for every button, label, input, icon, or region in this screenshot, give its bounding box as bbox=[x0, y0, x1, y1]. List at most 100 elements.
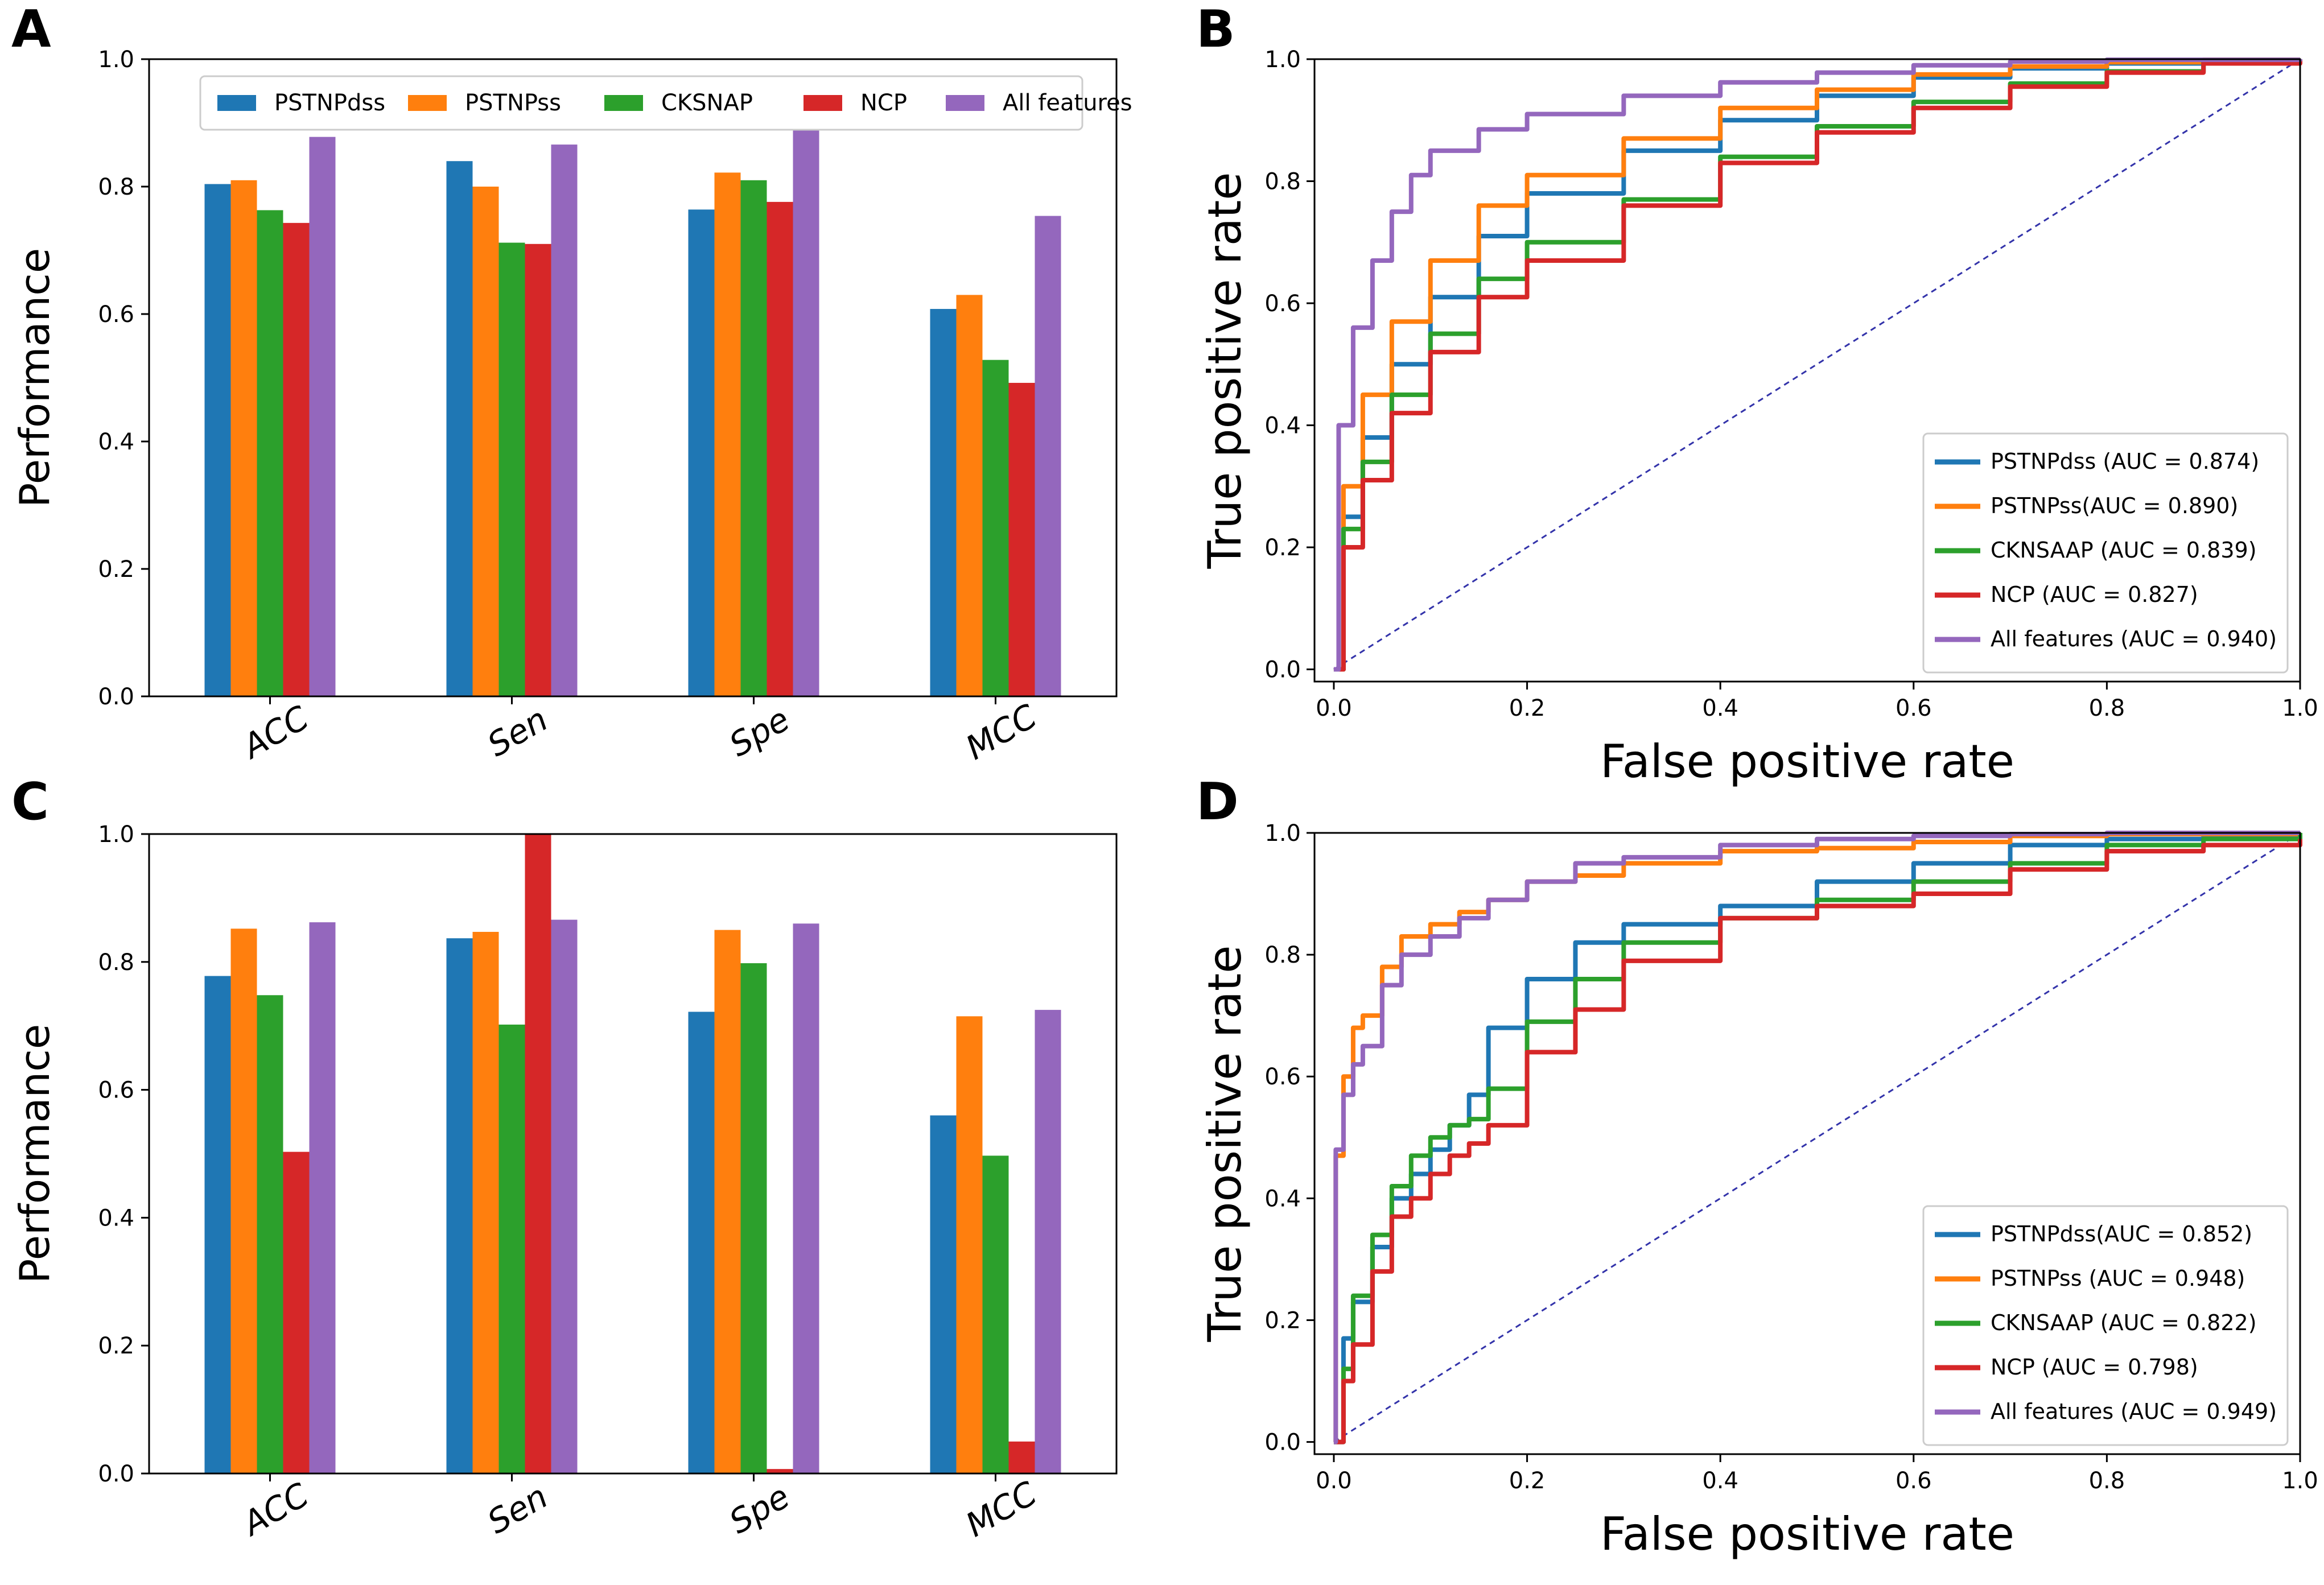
panel-letter: C bbox=[11, 772, 49, 832]
legend-label: PSTNPss(AUC = 0.890) bbox=[1991, 493, 2238, 518]
bar-ncp-mcc bbox=[1008, 382, 1035, 696]
plot-frame bbox=[1313, 832, 2301, 1455]
y-axis-label: Performance bbox=[11, 248, 59, 507]
legend-label: PSTNPdss bbox=[274, 90, 385, 116]
bar-all-features-mcc bbox=[1035, 1010, 1061, 1473]
x-tick-label: 0.4 bbox=[1702, 1468, 1738, 1494]
category-label: Sen bbox=[481, 1477, 554, 1542]
legend-swatch bbox=[604, 95, 643, 111]
bar-pstnpdss-sen bbox=[446, 161, 473, 696]
bar-ncp-mcc bbox=[1008, 1441, 1035, 1473]
x-tick-label: 1.0 bbox=[2282, 695, 2318, 721]
y-tick-label: 0.2 bbox=[1264, 1307, 1301, 1334]
panel-letter: B bbox=[1196, 0, 1235, 59]
legend-label: NCP (AUC = 0.827) bbox=[1991, 582, 2198, 607]
legend-label: All features (AUC = 0.940) bbox=[1991, 626, 2277, 651]
roc-chart-B: B 0.0 0.2 0.4 0.6 0.8 1.0 0.0 0.2 0.4 0.6 0.8 1.0 Fal… bbox=[1196, 0, 2318, 788]
panel-letter: A bbox=[11, 0, 51, 59]
y-tick-label: 0.8 bbox=[98, 950, 134, 976]
category-label: Sen bbox=[481, 700, 554, 765]
legend-label: All features (AUC = 0.949) bbox=[1991, 1399, 2277, 1424]
legend-swatch bbox=[803, 95, 842, 111]
legend-box bbox=[1922, 432, 2289, 674]
category-label: ACC bbox=[234, 1475, 315, 1544]
legend-label: NCP (AUC = 0.798) bbox=[1991, 1355, 2198, 1380]
bar-cksnap-spe bbox=[740, 963, 767, 1473]
y-tick-label: 0.2 bbox=[98, 556, 134, 583]
bar-all-features-sen bbox=[551, 145, 578, 696]
bar-all-features-spe bbox=[793, 923, 819, 1473]
x-tick-label: 0.0 bbox=[1316, 695, 1352, 721]
bar-all-features-mcc bbox=[1035, 216, 1061, 696]
x-tick-label: 0.0 bbox=[1316, 1468, 1352, 1494]
y-tick-label: 0.4 bbox=[98, 1205, 134, 1231]
bar-chart-C: C 0.0 0.2 0.4 0.6 0.8 1.0 ACC Sen Spe MCC Performan… bbox=[11, 772, 1118, 1545]
legend-label: CKNSAAP (AUC = 0.839) bbox=[1991, 538, 2257, 563]
y-tick-label: 0.0 bbox=[1264, 657, 1301, 683]
y-tick-label: 1.0 bbox=[98, 822, 134, 848]
bar-pstnpss-acc bbox=[230, 180, 257, 696]
y-tick-label: 0.8 bbox=[1264, 942, 1301, 968]
legend-swatch bbox=[217, 95, 256, 111]
y-tick-label: 0.6 bbox=[98, 302, 134, 328]
y-tick-label: 0.0 bbox=[1264, 1430, 1301, 1456]
y-tick-label: 0.4 bbox=[1264, 413, 1301, 439]
y-tick-label: 0.4 bbox=[1264, 1186, 1301, 1212]
bar-cksnap-spe bbox=[740, 180, 767, 696]
legend: PSTNPdss(AUC = 0.852) PSTNPss (AUC = 0.94… bbox=[1922, 1205, 2289, 1446]
bar-pstnpdss-sen bbox=[446, 938, 473, 1473]
bar-pstnpdss-mcc bbox=[930, 309, 957, 696]
bar-pstnpss-spe bbox=[714, 172, 741, 696]
bar-ncp-sen bbox=[525, 243, 551, 696]
legend-label: NCP bbox=[860, 90, 907, 116]
bar-pstnpss-sen bbox=[472, 187, 499, 696]
panel-letter: D bbox=[1196, 772, 1239, 832]
bar-ncp-sen bbox=[525, 834, 551, 1473]
y-tick-label: 0.8 bbox=[1264, 169, 1301, 195]
x-tick-label: 0.4 bbox=[1702, 695, 1738, 721]
y-tick-label: 0.2 bbox=[1264, 535, 1301, 561]
bar-pstnpss-spe bbox=[714, 930, 741, 1473]
bar-pstnpss-mcc bbox=[956, 295, 983, 696]
bar-pstnpdss-mcc bbox=[930, 1115, 957, 1473]
legend-swatch bbox=[408, 95, 447, 111]
bar-cksnap-sen bbox=[498, 242, 525, 696]
legend-swatch bbox=[946, 95, 984, 111]
category-label: ACC bbox=[234, 698, 315, 767]
category-label: MCC bbox=[959, 696, 1044, 767]
x-tick-label: 0.6 bbox=[1896, 695, 1932, 721]
y-tick-label: 0.4 bbox=[98, 429, 134, 455]
bar-chart-A: A 0.0 0.2 0.4 0.6 0.8 1.0 ACC Sen Spe MCC Performan… bbox=[11, 0, 1132, 767]
y-axis-label: True positive rate bbox=[1198, 945, 1251, 1342]
bar-pstnpss-sen bbox=[472, 931, 499, 1473]
roc-curve-1 bbox=[1333, 57, 2302, 672]
plot-frame bbox=[1313, 58, 2301, 683]
x-tick-label: 1.0 bbox=[2282, 1468, 2318, 1494]
legend-label: PSTNPdss(AUC = 0.852) bbox=[1991, 1221, 2252, 1246]
bar-pstnpdss-acc bbox=[204, 184, 231, 696]
y-tick-label: 1.0 bbox=[1264, 820, 1301, 847]
bar-pstnpdss-acc bbox=[204, 976, 231, 1473]
x-tick-label: 0.2 bbox=[1509, 1468, 1546, 1494]
legend: PSTNPdss (AUC = 0.874) PSTNPss(AUC = 0.89… bbox=[1922, 432, 2289, 674]
x-axis-label: False positive rate bbox=[1600, 1508, 2014, 1561]
plot-frame bbox=[148, 833, 1118, 1475]
category-label: Spe bbox=[723, 1477, 796, 1542]
bar-pstnpss-acc bbox=[230, 928, 257, 1473]
y-tick-label: 0.0 bbox=[98, 1461, 134, 1487]
bar-ncp-acc bbox=[283, 222, 310, 697]
y-axis-label: Performance bbox=[11, 1024, 59, 1283]
roc-curve-4 bbox=[1333, 57, 2302, 672]
y-tick-label: 0.0 bbox=[98, 684, 134, 710]
bar-cksnap-acc bbox=[257, 210, 283, 696]
legend-label: CKNSAAP (AUC = 0.822) bbox=[1991, 1310, 2257, 1335]
bar-pstnpdss-spe bbox=[688, 209, 715, 696]
legend-box bbox=[1922, 1205, 2289, 1446]
bar-pstnpss-mcc bbox=[956, 1016, 983, 1473]
roc-chart-D: D 0.0 0.2 0.4 0.6 0.8 1.0 0.0 0.2 0.4 0.6 0.8 1.0 Fal… bbox=[1196, 772, 2318, 1561]
bar-ncp-acc bbox=[283, 1151, 310, 1473]
x-axis-label: False positive rate bbox=[1600, 735, 2014, 788]
legend-label: PSTNPdss (AUC = 0.874) bbox=[1991, 449, 2259, 474]
legend-label: PSTNPss (AUC = 0.948) bbox=[1991, 1266, 2245, 1291]
y-tick-label: 0.6 bbox=[1264, 1064, 1301, 1090]
